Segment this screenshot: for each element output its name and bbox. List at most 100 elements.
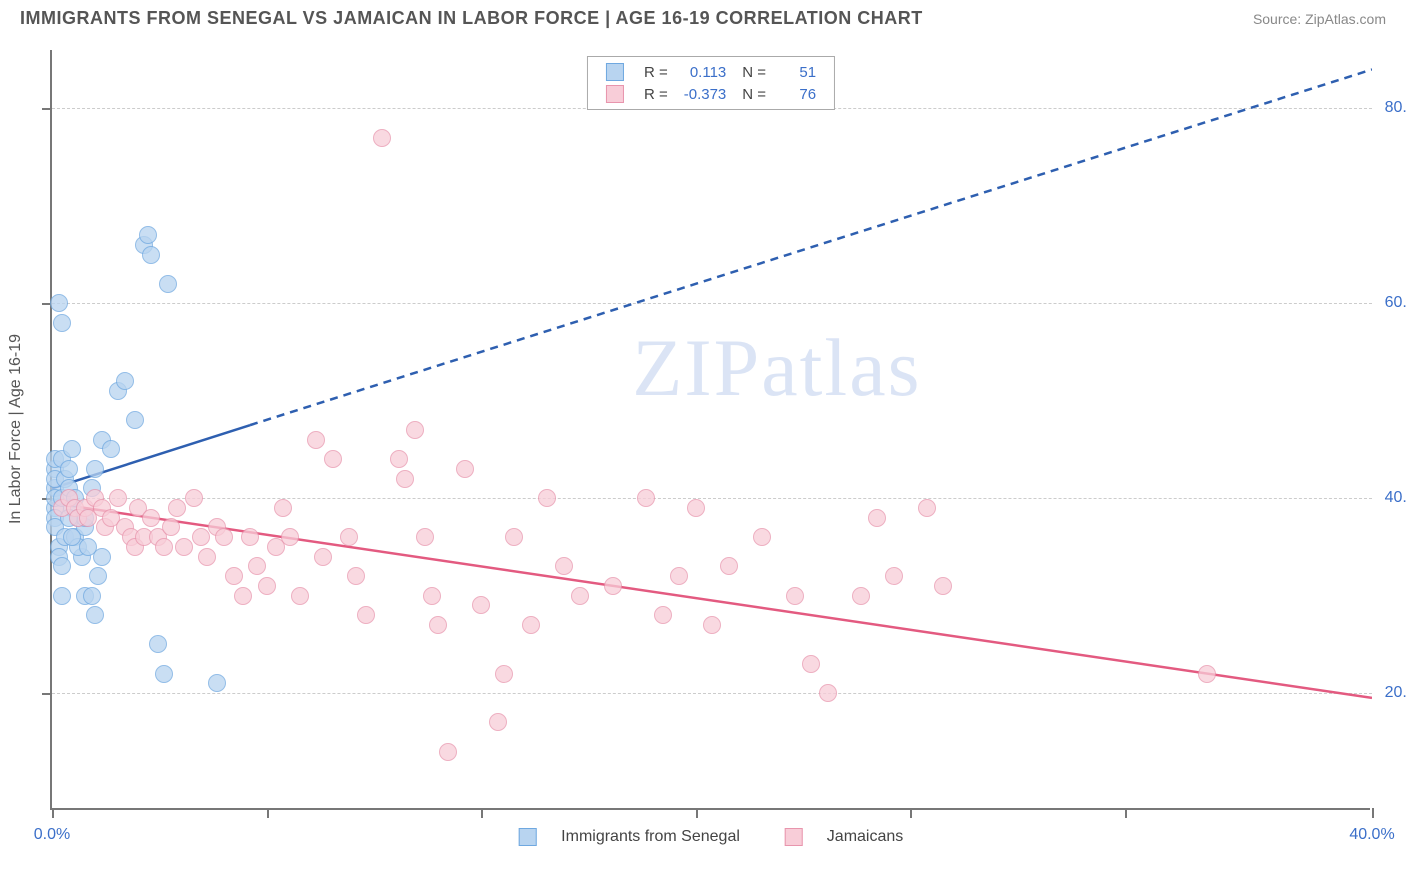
data-point [637, 489, 655, 507]
data-point [720, 557, 738, 575]
data-point [324, 450, 342, 468]
data-point [234, 587, 252, 605]
data-point [472, 596, 490, 614]
x-tick [481, 808, 483, 818]
data-point [604, 577, 622, 595]
data-point [126, 411, 144, 429]
data-point [225, 567, 243, 585]
data-point [852, 587, 870, 605]
data-point [495, 665, 513, 683]
chart-title: IMMIGRANTS FROM SENEGAL VS JAMAICAN IN L… [20, 8, 923, 29]
data-point [340, 528, 358, 546]
data-point [439, 743, 457, 761]
data-point [357, 606, 375, 624]
data-point [109, 489, 127, 507]
data-point [703, 616, 721, 634]
data-point [522, 616, 540, 634]
data-point [116, 372, 134, 390]
trend-lines [52, 50, 1372, 810]
data-point [406, 421, 424, 439]
data-point [687, 499, 705, 517]
data-point [168, 499, 186, 517]
data-point [819, 684, 837, 702]
legend-label-jamaican: Jamaicans [827, 828, 903, 845]
data-point [142, 246, 160, 264]
data-point [50, 294, 68, 312]
x-tick [267, 808, 269, 818]
data-point [753, 528, 771, 546]
data-point [423, 587, 441, 605]
x-tick [696, 808, 698, 818]
x-tick [52, 808, 54, 818]
data-point [198, 548, 216, 566]
x-tick [1125, 808, 1127, 818]
data-point [934, 577, 952, 595]
stats-row-jamaican: R =-0.373 N =76 [598, 83, 824, 105]
gridline [52, 498, 1372, 499]
data-point [654, 606, 672, 624]
data-point [885, 567, 903, 585]
data-point [868, 509, 886, 527]
y-tick [42, 693, 52, 695]
data-point [1198, 665, 1216, 683]
data-point [149, 635, 167, 653]
legend-item-jamaican: Jamaicans [774, 828, 913, 845]
data-point [83, 587, 101, 605]
data-point [53, 557, 71, 575]
data-point [93, 548, 111, 566]
data-point [555, 557, 573, 575]
data-point [416, 528, 434, 546]
data-point [208, 674, 226, 692]
data-point [159, 275, 177, 293]
x-tick-label: 40.0% [1349, 826, 1394, 844]
data-point [185, 489, 203, 507]
data-point [139, 226, 157, 244]
gridline [52, 693, 1372, 694]
data-point [267, 538, 285, 556]
data-point [456, 460, 474, 478]
data-point [162, 518, 180, 536]
data-point [53, 314, 71, 332]
data-point [63, 440, 81, 458]
legend-item-senegal: Immigrants from Senegal [509, 828, 755, 845]
data-point [248, 557, 266, 575]
y-tick-label: 60.0% [1385, 294, 1406, 312]
swatch-senegal [606, 63, 624, 81]
y-tick-label: 40.0% [1385, 489, 1406, 507]
stats-row-senegal: R =0.113 N =51 [598, 61, 824, 83]
data-point [63, 528, 81, 546]
gridline [52, 303, 1372, 304]
n-value-jamaican: 76 [774, 83, 824, 105]
correlation-chart: 20.0%40.0%60.0%80.0% 0.0%40.0% In Labor … [50, 50, 1370, 810]
data-point [373, 129, 391, 147]
data-point [155, 538, 173, 556]
y-axis-title: In Labor Force | Age 16-19 [7, 334, 25, 524]
x-tick [910, 808, 912, 818]
data-point [175, 538, 193, 556]
data-point [86, 460, 104, 478]
data-point [347, 567, 365, 585]
y-tick [42, 108, 52, 110]
data-point [802, 655, 820, 673]
data-point [86, 606, 104, 624]
data-point [192, 528, 210, 546]
data-point [155, 665, 173, 683]
swatch-jamaican-icon [784, 828, 802, 846]
x-tick [1372, 808, 1374, 818]
data-point [215, 528, 233, 546]
data-point [429, 616, 447, 634]
plot-area: 20.0%40.0%60.0%80.0% 0.0%40.0% In Labor … [50, 50, 1370, 810]
x-tick-label: 0.0% [34, 826, 70, 844]
n-value-senegal: 51 [774, 61, 824, 83]
y-tick-label: 80.0% [1385, 99, 1406, 117]
data-point [89, 567, 107, 585]
data-point [918, 499, 936, 517]
y-tick-label: 20.0% [1385, 684, 1406, 702]
data-point [390, 450, 408, 468]
data-point [670, 567, 688, 585]
r-value-senegal: 0.113 [676, 61, 735, 83]
data-point [241, 528, 259, 546]
watermark: ZIPatlas [632, 321, 921, 415]
data-point [102, 440, 120, 458]
data-point [505, 528, 523, 546]
